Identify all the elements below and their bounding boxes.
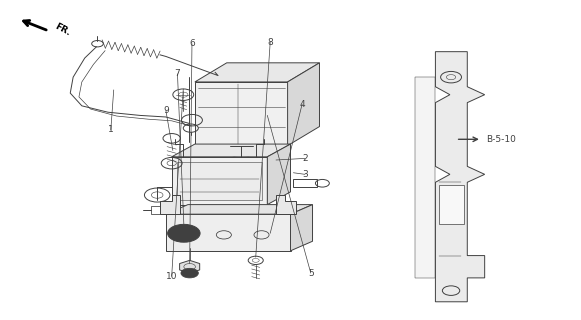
Bar bbox=[177, 162, 261, 200]
Text: 5: 5 bbox=[308, 268, 314, 278]
Polygon shape bbox=[180, 260, 200, 273]
Polygon shape bbox=[171, 157, 267, 204]
Text: 10: 10 bbox=[166, 272, 177, 281]
Text: 4: 4 bbox=[299, 100, 305, 109]
Text: 9: 9 bbox=[163, 106, 168, 115]
Text: FR.: FR. bbox=[53, 21, 71, 37]
Text: 1: 1 bbox=[108, 125, 114, 134]
Polygon shape bbox=[171, 144, 290, 157]
Polygon shape bbox=[166, 214, 290, 251]
Text: 2: 2 bbox=[302, 154, 308, 163]
Polygon shape bbox=[166, 204, 313, 214]
Text: 7: 7 bbox=[175, 69, 180, 78]
Polygon shape bbox=[267, 144, 290, 204]
Polygon shape bbox=[195, 82, 288, 146]
Text: 8: 8 bbox=[267, 38, 273, 47]
Polygon shape bbox=[160, 195, 180, 214]
Text: 6: 6 bbox=[189, 39, 195, 48]
Bar bbox=[293, 179, 317, 187]
Polygon shape bbox=[415, 77, 435, 278]
Polygon shape bbox=[288, 63, 320, 146]
Polygon shape bbox=[435, 52, 485, 302]
Polygon shape bbox=[276, 195, 296, 214]
Text: B-5-10: B-5-10 bbox=[486, 135, 517, 144]
Polygon shape bbox=[290, 204, 313, 251]
Circle shape bbox=[181, 268, 198, 278]
Bar bbox=[152, 206, 169, 214]
Bar bbox=[439, 186, 464, 224]
Text: 3: 3 bbox=[302, 170, 308, 179]
Circle shape bbox=[168, 224, 200, 242]
Polygon shape bbox=[195, 63, 320, 82]
